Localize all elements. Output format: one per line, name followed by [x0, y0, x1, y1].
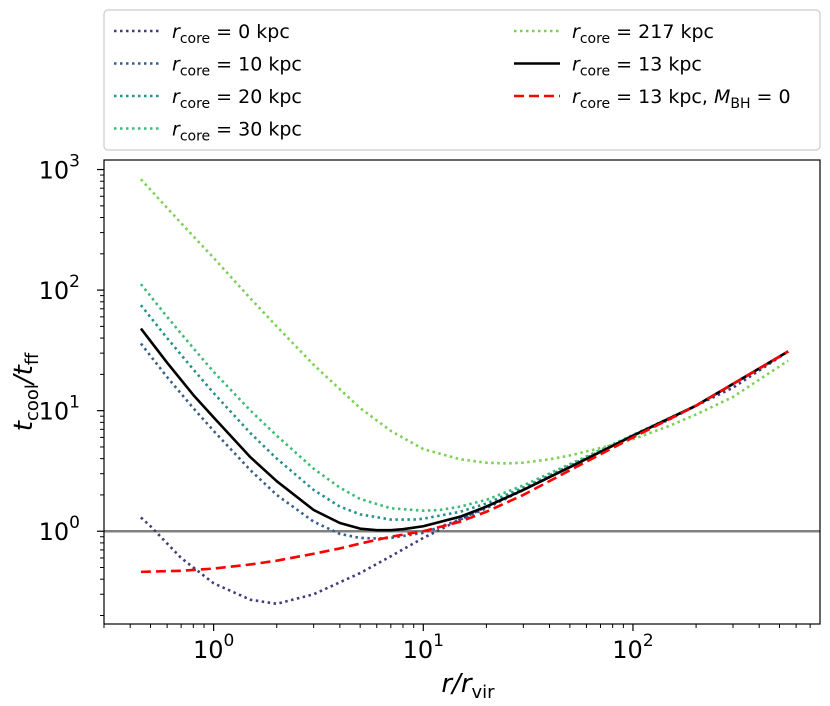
y-axis-label-sub2: ff [22, 352, 43, 365]
x-tick-label-exp: 1 [433, 631, 444, 651]
y-axis-label: tcool/tff [9, 352, 43, 431]
y-tick-label-base: 10 [39, 277, 70, 305]
legend-item-6: rcore = 13 kpc, MBH = 0 [514, 86, 791, 112]
y-tick-label-exp: 2 [69, 272, 80, 292]
x-tick-label-exp: 0 [223, 631, 234, 651]
y-tick-label: 102 [39, 272, 80, 305]
y-axis-label-mid: /t [9, 364, 39, 386]
x-axis-ticks: 100 101 102 [103, 624, 811, 664]
y-tick-label-base: 10 [39, 157, 70, 185]
legend-item-3: rcore = 30 kpc [114, 119, 302, 145]
y-axis-label-sub1: cool [22, 384, 43, 421]
plot-frame [103, 159, 821, 625]
x-tick-label-base: 10 [193, 636, 224, 664]
legend-items: rcore = 0 kpc rcore = 10 kpc rcore = 20 kp… [114, 21, 791, 145]
legend-label: rcore = 13 kpc, MBH = 0 [572, 86, 791, 112]
x-axis-label-sub: vir [472, 682, 496, 703]
x-tick-label-exp: 2 [643, 631, 654, 651]
x-tick-label-base: 10 [403, 636, 434, 664]
y-tick-label: 103 [39, 152, 80, 185]
y-tick-label-exp: 1 [69, 393, 80, 413]
y-tick-label: 101 [39, 393, 80, 426]
y-tick-label-base: 10 [39, 518, 70, 546]
legend-label: rcore = 20 kpc [172, 86, 302, 112]
y-tick-label-base: 10 [39, 398, 70, 426]
y-tick-label: 100 [39, 513, 80, 546]
series-line-2 [139, 304, 789, 521]
x-tick-label: 101 [403, 631, 444, 664]
series-line-1 [139, 342, 789, 540]
series-line-4 [139, 178, 789, 465]
x-tick-label: 102 [612, 631, 653, 664]
y-axis-label-main: t [9, 420, 39, 431]
series-line-5 [139, 327, 789, 532]
series-line-3 [139, 283, 789, 512]
legend-item-4: rcore = 217 kpc [514, 21, 714, 47]
legend-item-1: rcore = 10 kpc [114, 54, 302, 80]
legend-item-5: rcore = 13 kpc [514, 54, 702, 80]
legend-item-2: rcore = 20 kpc [114, 86, 302, 112]
legend: rcore = 0 kpc rcore = 10 kpc rcore = 20 kp… [103, 9, 821, 151]
x-tick-label: 100 [193, 631, 234, 664]
x-axis-label: r/rvir [441, 669, 495, 703]
legend-item-0: rcore = 0 kpc [114, 21, 290, 47]
y-tick-label-exp: 0 [69, 513, 80, 533]
series-layer [139, 178, 789, 606]
x-axis-label-main: r/r [441, 669, 473, 699]
legend-label: rcore = 13 kpc [572, 54, 702, 80]
legend-label: rcore = 217 kpc [572, 21, 714, 47]
y-tick-label-exp: 3 [69, 152, 80, 172]
legend-label: rcore = 0 kpc [172, 21, 290, 47]
legend-frame [103, 9, 821, 151]
series-line-6 [140, 350, 789, 574]
legend-label: rcore = 30 kpc [172, 119, 302, 145]
x-tick-label-base: 10 [612, 636, 643, 664]
legend-label: rcore = 10 kpc [172, 54, 302, 80]
